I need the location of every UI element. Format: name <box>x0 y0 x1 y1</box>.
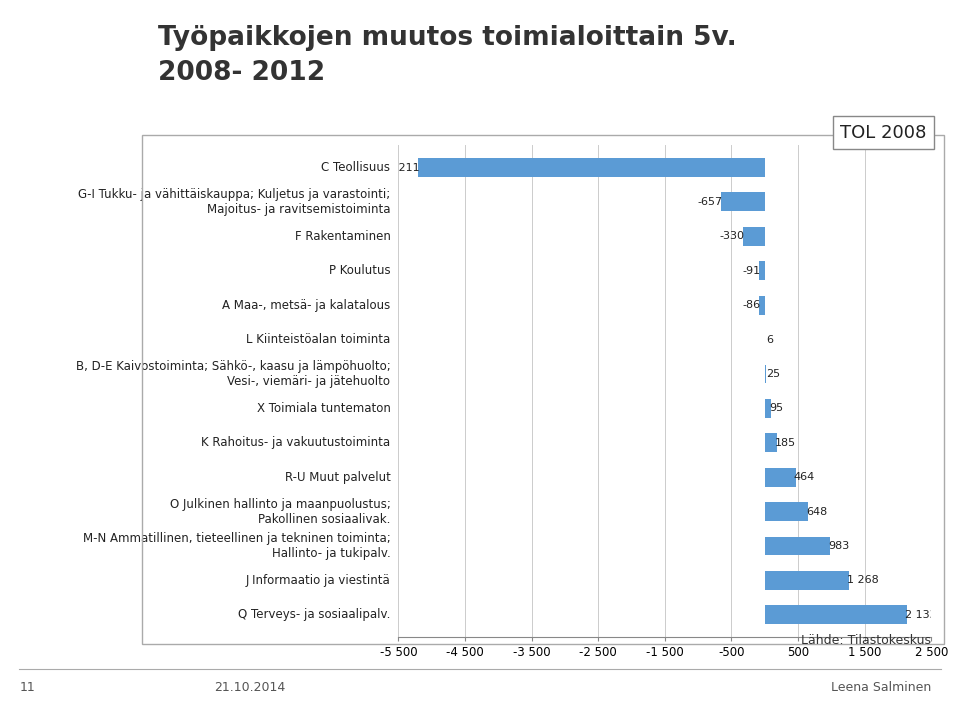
Text: 6: 6 <box>766 335 773 345</box>
Bar <box>765 537 830 556</box>
Text: 648: 648 <box>805 507 828 517</box>
Bar <box>743 227 765 246</box>
Bar <box>765 571 850 590</box>
Text: -657: -657 <box>698 197 723 207</box>
Text: 185: 185 <box>775 438 796 447</box>
Text: Lähde: Tilastokeskus: Lähde: Tilastokeskus <box>802 634 931 646</box>
Bar <box>765 468 796 486</box>
Text: J Informaatio ja viestintä: J Informaatio ja viestintä <box>246 574 391 587</box>
Bar <box>765 605 907 624</box>
Bar <box>765 502 808 521</box>
Bar <box>759 296 765 314</box>
Text: A Maa-, metsä- ja kalatalous: A Maa-, metsä- ja kalatalous <box>222 299 391 312</box>
Text: -86: -86 <box>743 300 761 310</box>
Text: O Julkinen hallinto ja maanpuolustus;
Pakollinen sosiaalivak.: O Julkinen hallinto ja maanpuolustus; Pa… <box>170 498 391 525</box>
Text: G-I Tukku- ja vähittäiskauppa; Kuljetus ja varastointi;
Majoitus- ja ravitsemist: G-I Tukku- ja vähittäiskauppa; Kuljetus … <box>78 188 391 216</box>
Text: 11: 11 <box>19 681 35 694</box>
Text: M-N Ammatillinen, tieteellinen ja tekninen toiminta;
Hallinto- ja tukipalv.: M-N Ammatillinen, tieteellinen ja teknin… <box>83 532 391 560</box>
Text: TOL 2008: TOL 2008 <box>840 124 926 142</box>
Text: 95: 95 <box>769 404 783 413</box>
Text: -5 211: -5 211 <box>384 163 420 173</box>
Text: Työpaikkojen muutos toimialoittain 5v.: Työpaikkojen muutos toimialoittain 5v. <box>158 25 737 51</box>
Text: -330: -330 <box>720 232 745 241</box>
Bar <box>721 193 765 212</box>
Text: 464: 464 <box>794 472 815 482</box>
Bar <box>758 261 765 280</box>
Text: 2 133: 2 133 <box>904 610 936 620</box>
Text: K Rahoitus- ja vakuutustoiminta: K Rahoitus- ja vakuutustoiminta <box>202 436 391 450</box>
Text: L Kiinteistöalan toiminta: L Kiinteistöalan toiminta <box>246 333 391 346</box>
Text: R-U Muut palvelut: R-U Muut palvelut <box>284 471 391 484</box>
Text: B, D-E Kaivostoiminta; Sähkö-, kaasu ja lämpöhuolto;
Vesi-, viemäri- ja jätehuol: B, D-E Kaivostoiminta; Sähkö-, kaasu ja … <box>76 360 391 388</box>
Text: P Koulutus: P Koulutus <box>328 264 391 278</box>
Text: 1 268: 1 268 <box>847 576 879 586</box>
Text: 2008- 2012: 2008- 2012 <box>158 60 325 86</box>
Text: Leena Salminen: Leena Salminen <box>831 681 931 694</box>
Text: Q Terveys- ja sosiaalipalv.: Q Terveys- ja sosiaalipalv. <box>238 608 391 622</box>
Bar <box>765 399 771 418</box>
Text: 983: 983 <box>828 541 850 551</box>
Text: -91: -91 <box>742 266 760 275</box>
Bar <box>765 365 766 384</box>
Bar <box>418 158 765 177</box>
Text: 25: 25 <box>766 369 780 379</box>
Text: 21.10.2014: 21.10.2014 <box>214 681 285 694</box>
Text: F Rakentaminen: F Rakentaminen <box>295 230 391 243</box>
Text: C Teollisuus: C Teollisuus <box>322 161 391 174</box>
Text: X Toimiala tuntematon: X Toimiala tuntematon <box>256 402 391 415</box>
Bar <box>765 433 777 452</box>
